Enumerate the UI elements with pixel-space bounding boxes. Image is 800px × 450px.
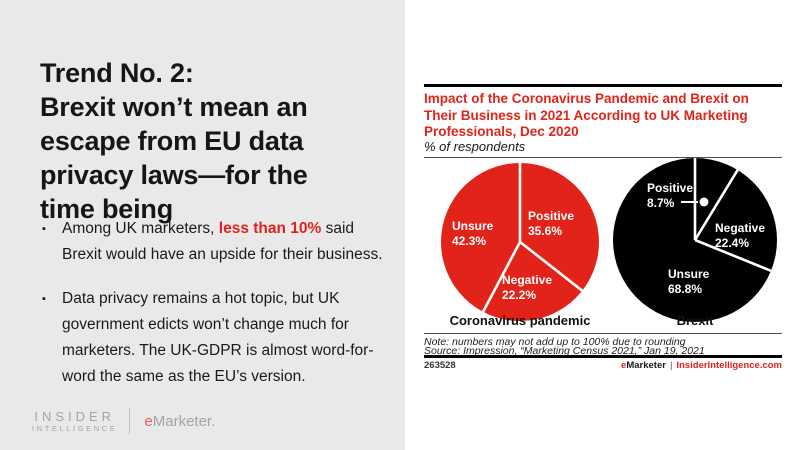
bullet-list: ▪ Among UK marketers, less than 10% said … (40, 216, 388, 408)
chart-note: Note: numbers may not add up to 100% due… (424, 336, 686, 348)
svg-text:Unsure: Unsure (668, 267, 710, 281)
logo-line-intelligence: INTELLIGENCE (32, 423, 118, 433)
bullet-text: Data privacy remains a hot topic, but UK… (62, 290, 374, 385)
insider-intelligence-logo: INSIDER INTELLIGENCE (32, 409, 117, 434)
bullet-item: ▪ Data privacy remains a hot topic, but U… (40, 286, 388, 390)
pie-caption-brexit: Brexit (676, 313, 714, 328)
bullet-marker-icon: ▪ (42, 223, 46, 235)
bullet-marker-icon: ▪ (42, 293, 46, 305)
svg-text:Negative: Negative (502, 273, 552, 287)
footer-separator: | (669, 360, 673, 371)
svg-text:22.2%: 22.2% (502, 288, 536, 302)
logo-line-insider: INSIDER (34, 408, 116, 424)
chart-subtitle: % of respondents (424, 139, 526, 154)
svg-text:Unsure: Unsure (452, 219, 494, 233)
chart-note-divider (424, 333, 782, 334)
emarketer-logo: eMarketer. (144, 412, 216, 430)
highlight-text: less than 10% (218, 220, 322, 237)
left-panel: Trend No. 2: Brexit won’t mean an escape… (0, 0, 405, 450)
chart-footer: 263528 eMarketer | InsiderIntelligence.com (424, 360, 782, 371)
bullet-text: said Brexit would have an upside for the… (62, 220, 383, 263)
bullet-item: ▪ Among UK marketers, less than 10% said … (40, 216, 388, 268)
chart-header-divider (424, 157, 782, 158)
logo-divider (129, 408, 131, 434)
bullet-text: Among UK marketers, (62, 220, 219, 237)
svg-text:Positive: Positive (528, 209, 574, 223)
pie-caption-coronavirus: Coronavirus pandemic (449, 313, 591, 328)
svg-text:Negative: Negative (715, 221, 765, 235)
insider-intelligence-emarketer-logo: INSIDER INTELLIGENCE eMarketer. (32, 404, 215, 438)
svg-text:8.7%: 8.7% (647, 196, 675, 210)
svg-text:22.4%: 22.4% (715, 236, 749, 250)
chart-footer-rule (424, 355, 782, 358)
svg-text:68.8%: 68.8% (668, 282, 702, 296)
svg-text:Positive: Positive (647, 181, 693, 195)
chart-card: Impact of the Coronavirus Pandemic and B… (405, 0, 800, 450)
svg-text:42.3%: 42.3% (452, 234, 486, 248)
chart-footer-site: InsiderIntelligence.com (676, 360, 782, 371)
chart-id: 263528 (424, 360, 456, 371)
chart-title: Impact of the Coronavirus Pandemic and B… (424, 91, 749, 139)
svg-text:35.6%: 35.6% (528, 224, 562, 238)
chart-source: Source: Impression, “Marketing Census 20… (424, 345, 705, 357)
slide-title: Trend No. 2: Brexit won’t mean an escape… (40, 58, 308, 225)
chart-footer-brand: eMarketer | InsiderIntelligence.com (621, 360, 782, 371)
chart-top-rule (424, 84, 782, 87)
